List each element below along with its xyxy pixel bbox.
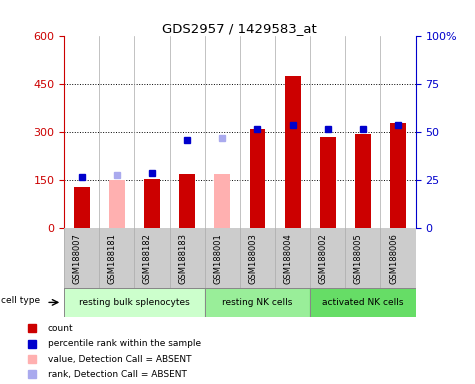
Text: resting NK cells: resting NK cells bbox=[222, 298, 293, 307]
Text: GSM188005: GSM188005 bbox=[354, 233, 363, 284]
Bar bbox=[320, 137, 336, 228]
Text: GSM188003: GSM188003 bbox=[248, 233, 257, 284]
Bar bbox=[205, 288, 310, 317]
Bar bbox=[390, 123, 406, 228]
Text: GSM188183: GSM188183 bbox=[178, 233, 187, 284]
Bar bbox=[109, 180, 125, 228]
Bar bbox=[179, 174, 195, 228]
Text: count: count bbox=[48, 324, 74, 333]
Text: percentile rank within the sample: percentile rank within the sample bbox=[48, 339, 201, 348]
Text: GSM188006: GSM188006 bbox=[389, 233, 398, 284]
Bar bbox=[74, 187, 90, 228]
Text: resting bulk splenocytes: resting bulk splenocytes bbox=[79, 298, 190, 307]
Text: rank, Detection Call = ABSENT: rank, Detection Call = ABSENT bbox=[48, 370, 187, 379]
Text: cell type: cell type bbox=[1, 296, 40, 305]
Text: GSM188004: GSM188004 bbox=[284, 233, 293, 284]
Text: GSM188007: GSM188007 bbox=[73, 233, 82, 284]
Bar bbox=[285, 76, 301, 228]
Text: activated NK cells: activated NK cells bbox=[322, 298, 404, 307]
Bar bbox=[214, 174, 230, 228]
Text: GSM188001: GSM188001 bbox=[213, 233, 222, 284]
Title: GDS2957 / 1429583_at: GDS2957 / 1429583_at bbox=[162, 22, 317, 35]
Text: value, Detection Call = ABSENT: value, Detection Call = ABSENT bbox=[48, 354, 191, 364]
Bar bbox=[64, 288, 205, 317]
Bar bbox=[355, 134, 371, 228]
Bar bbox=[310, 288, 416, 317]
Bar bbox=[249, 129, 266, 228]
Text: GSM188181: GSM188181 bbox=[108, 233, 117, 284]
Text: GSM188182: GSM188182 bbox=[143, 233, 152, 284]
Text: GSM188002: GSM188002 bbox=[319, 233, 328, 284]
Bar bbox=[144, 179, 160, 228]
